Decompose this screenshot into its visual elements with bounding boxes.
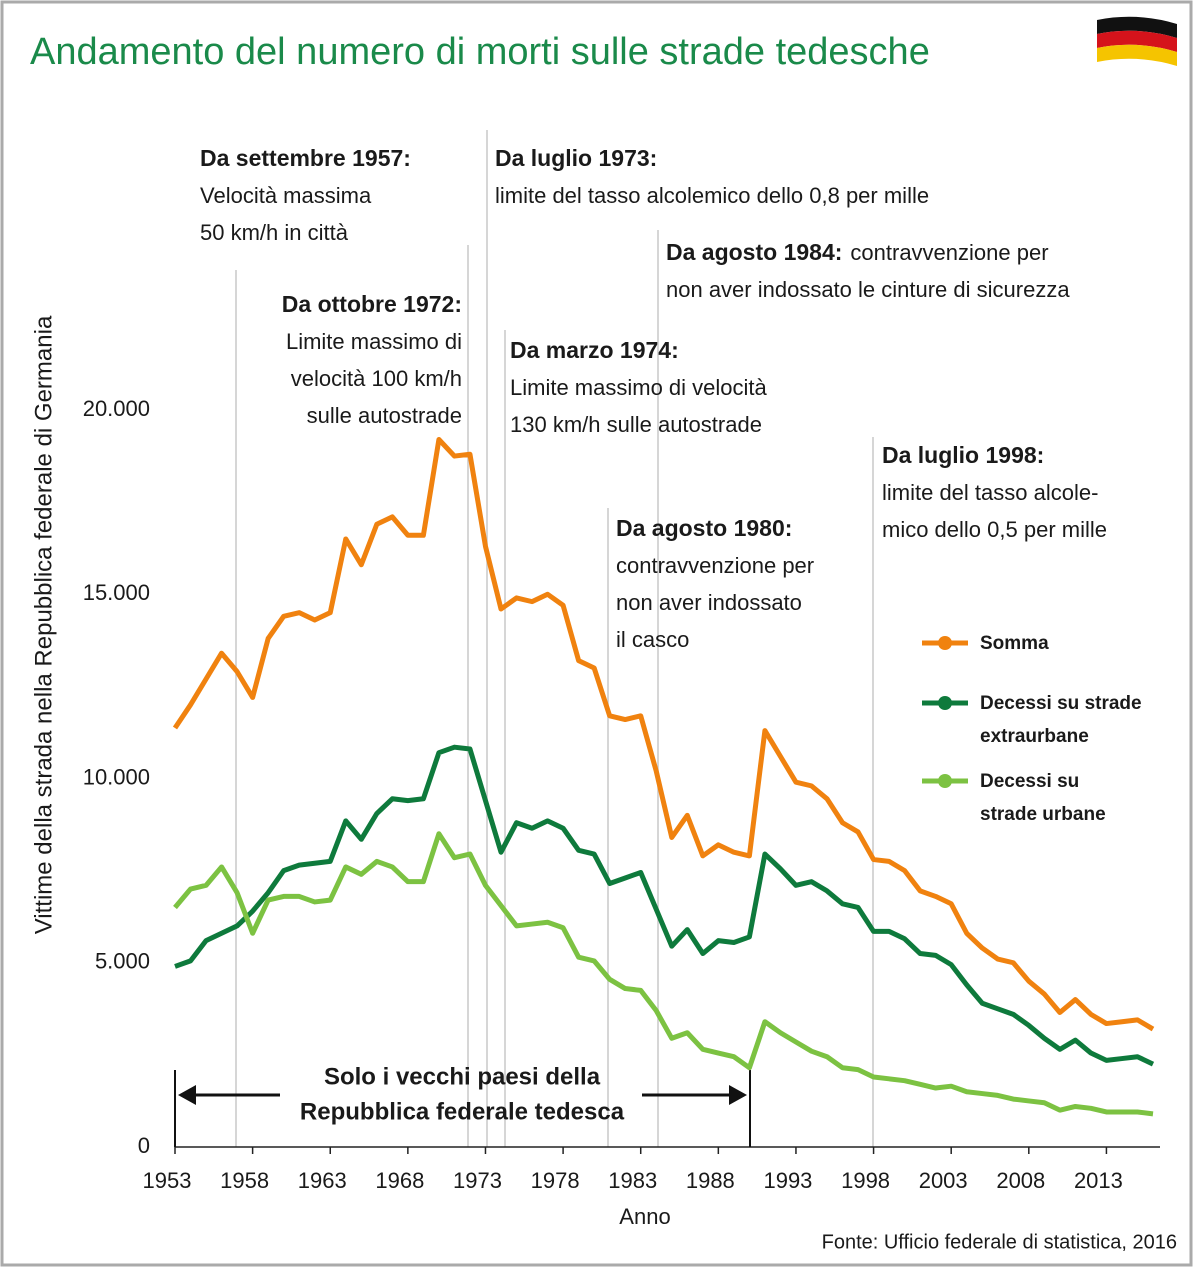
annotation-text: Limite massimo di: [286, 329, 462, 354]
annotation-title: Da marzo 1974:: [510, 337, 679, 363]
annotation-title: Da luglio 1973:: [495, 145, 657, 171]
legend-label: Decessi su strade extraurbane: [980, 692, 1142, 747]
annotation-title: Da agosto 1980:: [616, 515, 792, 541]
annotation-text: 130 km/h sulle autostrade: [510, 412, 762, 437]
x-axis-label: Anno: [619, 1204, 670, 1229]
bracket-label: Solo i vecchi paesi della: [324, 1063, 601, 1090]
y-tick-label: 10.000: [83, 764, 150, 789]
legend-marker: [938, 696, 952, 710]
annotation-text: contravvenzione per: [850, 240, 1048, 265]
x-tick-label: 2003: [919, 1168, 968, 1193]
annotation-title: Da settembre 1957:: [200, 145, 411, 171]
legend-label: Decessi su strade urbane: [980, 770, 1106, 825]
x-tick-label: 1963: [298, 1168, 347, 1193]
annotation-text: non aver indossato: [616, 590, 802, 615]
series-line: [172, 436, 1155, 1032]
arrow-head: [178, 1085, 196, 1105]
annotation-title: Da agosto 1984:: [666, 239, 842, 265]
x-tick-label: 1983: [608, 1168, 657, 1193]
annotation-text: contravvenzione per: [616, 553, 814, 578]
annotation-text: Limite massimo di velocità: [510, 375, 768, 400]
series-line: [174, 744, 1155, 1067]
bracket-label: Repubblica federale tedesca: [300, 1098, 625, 1125]
flag: [1097, 16, 1177, 66]
series-line: [173, 831, 1154, 1117]
x-tick-label: 2008: [996, 1168, 1045, 1193]
legend-marker: [938, 636, 952, 650]
source: Fonte: Ufficio federale di statistica, 2…: [822, 1231, 1177, 1253]
annotation-text: non aver indossato le cinture di sicurez…: [666, 277, 1070, 302]
annotation-text: sulle autostrade: [307, 403, 462, 428]
legend-marker: [938, 774, 952, 788]
y-axis-label: Vittime della strada nella Repubblica fe…: [30, 315, 57, 934]
chart-title: Andamento del numero di morti sulle stra…: [30, 31, 930, 73]
x-tick-label: 1978: [531, 1168, 580, 1193]
annotation-text: il casco: [616, 627, 689, 652]
x-tick-label: 1993: [763, 1168, 812, 1193]
x-tick-label: 1968: [375, 1168, 424, 1193]
legend-label: Somma: [980, 632, 1049, 654]
annotation-text: limite del tasso alcole-: [882, 480, 1098, 505]
y-tick-label: 20.000: [83, 396, 150, 421]
x-tick-label: 1998: [841, 1168, 890, 1193]
x-tick-label: 1958: [220, 1168, 269, 1193]
annotation-title: Da luglio 1998:: [882, 442, 1044, 468]
annotation-title: Da ottobre 1972:: [282, 291, 462, 317]
y-tick-label: 15.000: [83, 580, 150, 605]
annotation-text: mico dello 0,5 per mille: [882, 517, 1107, 542]
annotation-text: Velocità massima: [200, 183, 372, 208]
y-tick-label: 0: [138, 1133, 150, 1158]
x-tick-label: 1973: [453, 1168, 502, 1193]
arrow-head: [729, 1085, 747, 1105]
annotation-text: 50 km/h in città: [200, 220, 349, 245]
annotation-text: limite del tasso alcolemico dello 0,8 pe…: [495, 183, 929, 208]
x-tick-label: 1953: [143, 1168, 192, 1193]
x-tick-label: 2013: [1074, 1168, 1123, 1193]
x-tick-label: 1988: [686, 1168, 735, 1193]
y-tick-label: 5.000: [95, 949, 150, 974]
annotation-text: velocità 100 km/h: [291, 366, 462, 391]
